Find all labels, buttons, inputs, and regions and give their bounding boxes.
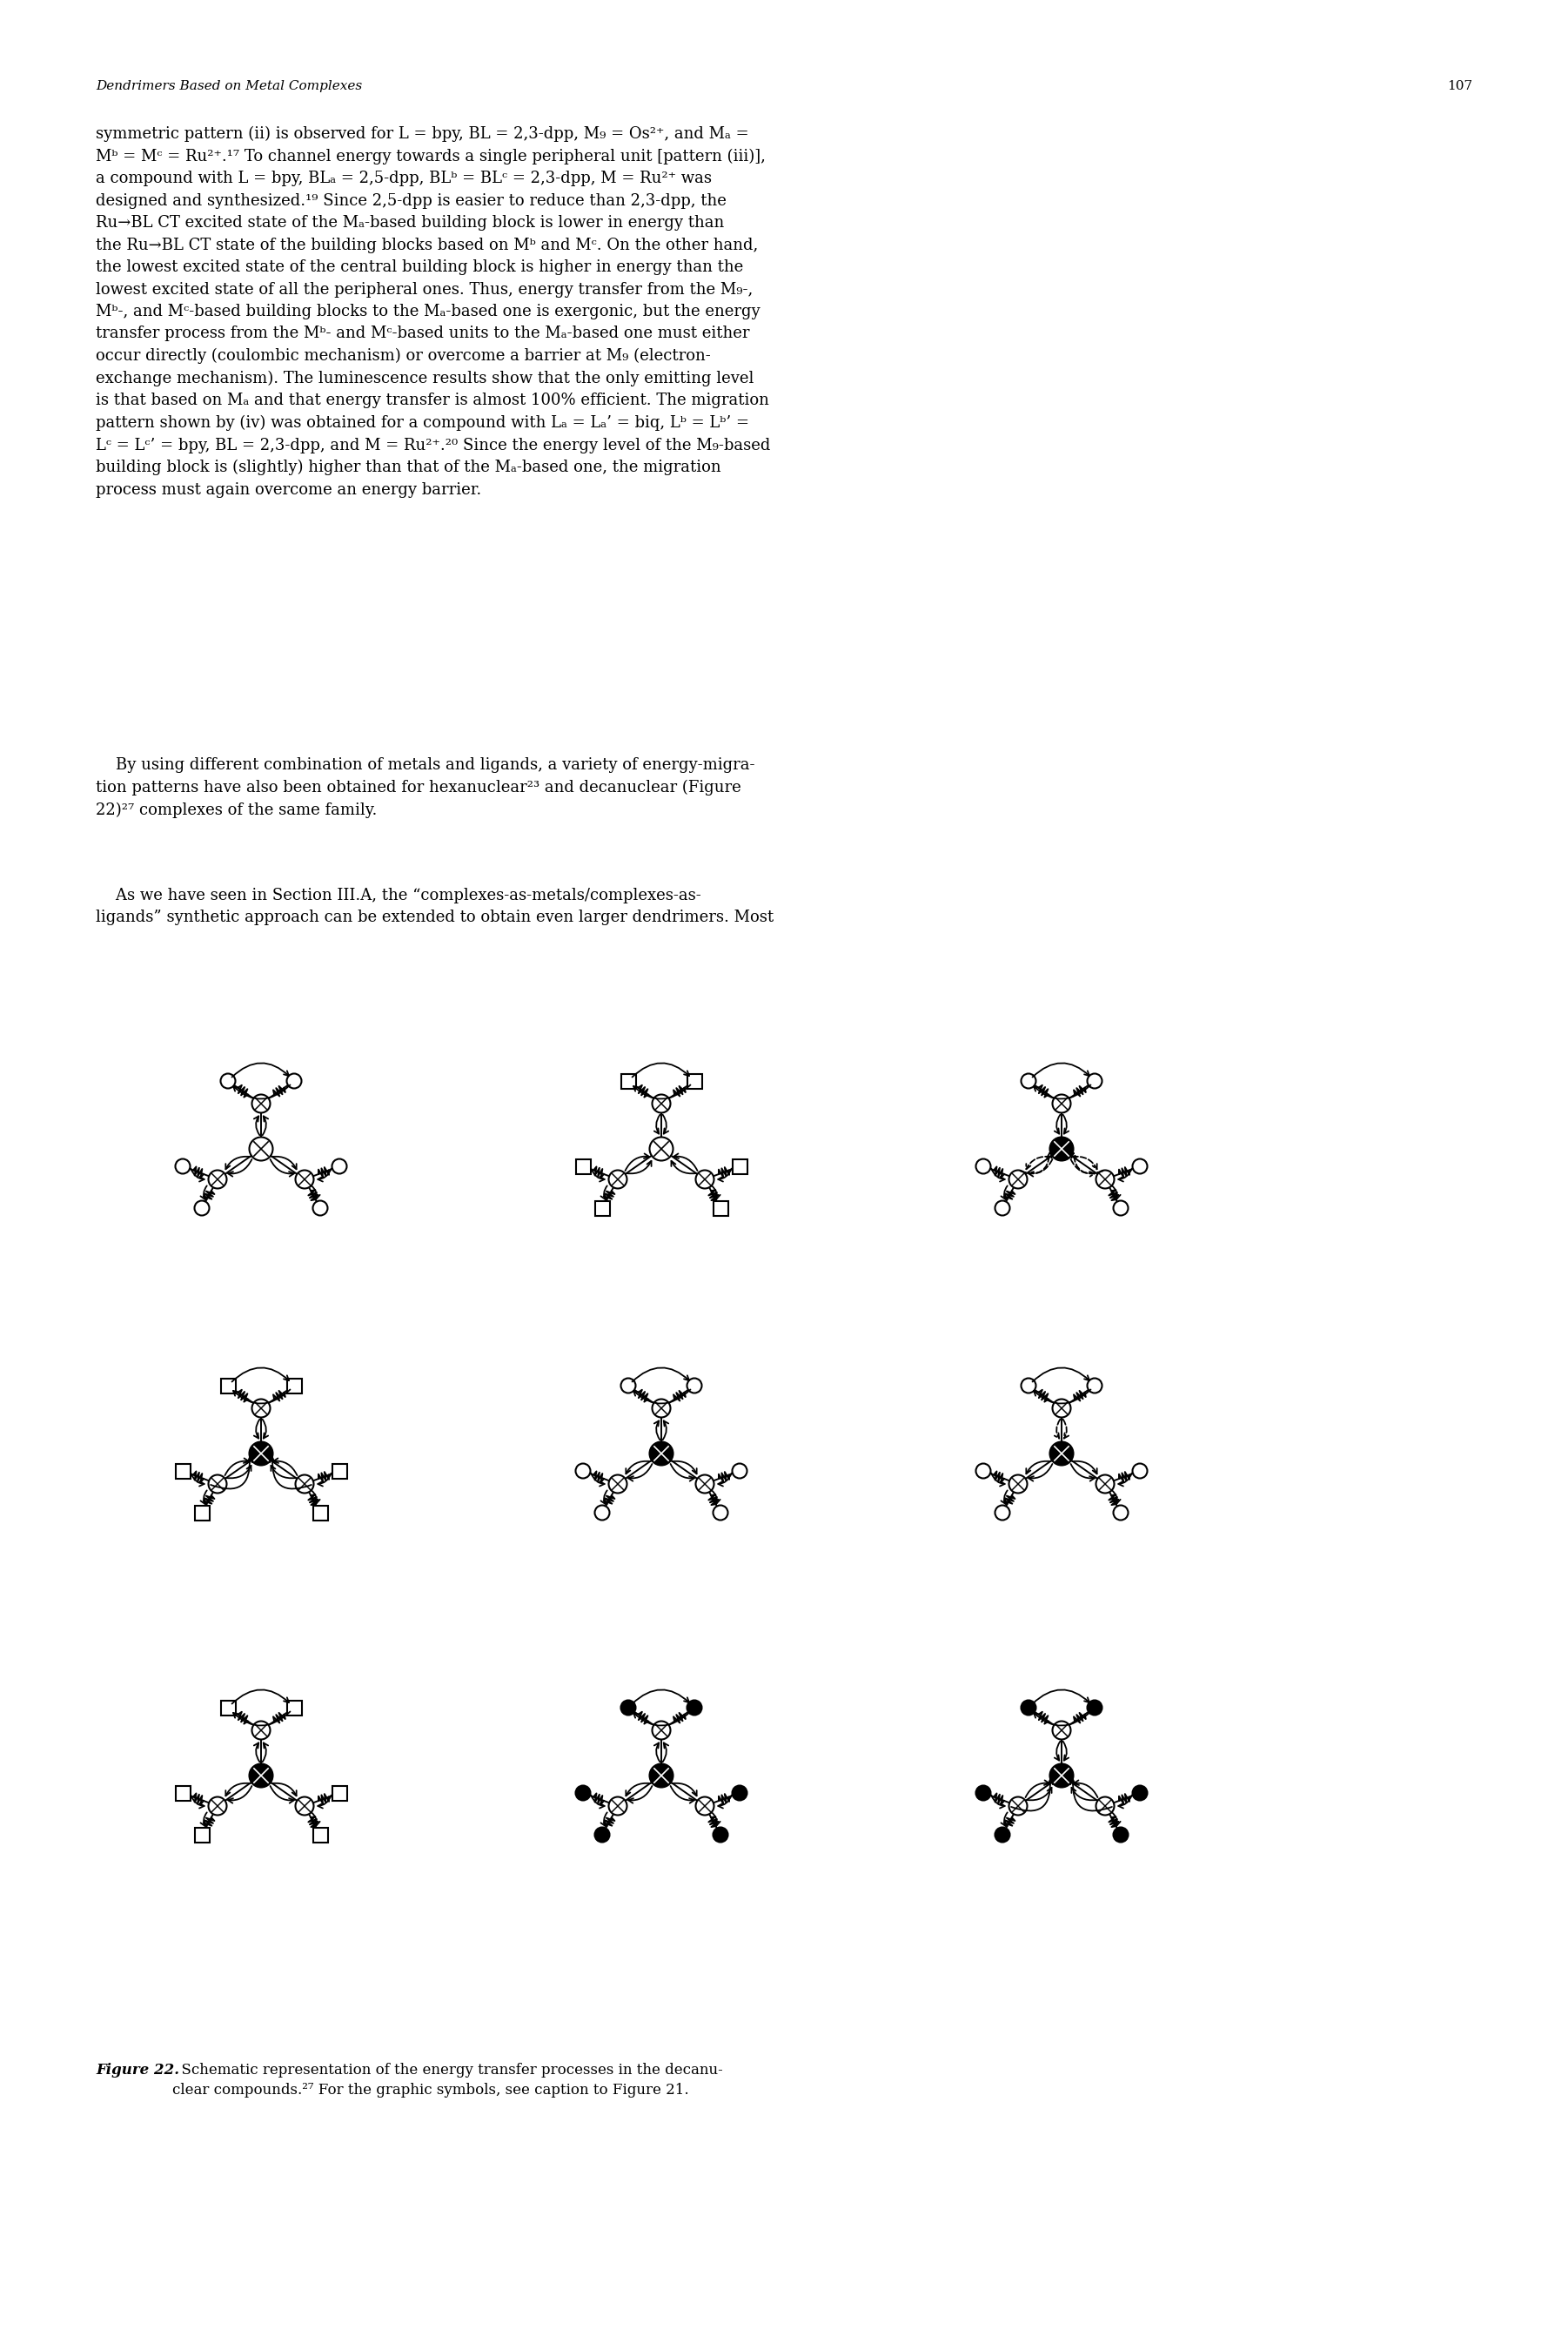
Circle shape <box>1132 1464 1148 1478</box>
Circle shape <box>1051 1443 1074 1466</box>
Circle shape <box>295 1798 314 1814</box>
Circle shape <box>1052 1398 1071 1417</box>
Circle shape <box>652 1720 671 1739</box>
Bar <box>314 1506 328 1520</box>
Circle shape <box>996 1201 1010 1215</box>
Circle shape <box>221 1074 235 1088</box>
Circle shape <box>1113 1828 1127 1842</box>
Circle shape <box>209 1170 227 1189</box>
Circle shape <box>975 1786 991 1800</box>
Circle shape <box>621 1701 635 1716</box>
Bar <box>194 1828 209 1842</box>
Circle shape <box>975 1159 991 1173</box>
Bar <box>287 1377 301 1394</box>
Circle shape <box>687 1377 702 1394</box>
Circle shape <box>608 1798 627 1814</box>
Circle shape <box>649 1765 673 1788</box>
Circle shape <box>252 1095 270 1114</box>
Circle shape <box>732 1464 746 1478</box>
Circle shape <box>608 1170 627 1189</box>
Circle shape <box>1096 1170 1115 1189</box>
Circle shape <box>249 1443 273 1466</box>
Circle shape <box>249 1765 273 1788</box>
Circle shape <box>713 1506 728 1520</box>
Circle shape <box>652 1398 671 1417</box>
Text: Dendrimers Based on Metal Complexes: Dendrimers Based on Metal Complexes <box>96 80 362 92</box>
Bar <box>287 1701 301 1716</box>
Bar <box>176 1464 190 1478</box>
Circle shape <box>1052 1095 1071 1114</box>
Circle shape <box>652 1095 671 1114</box>
Circle shape <box>996 1506 1010 1520</box>
Circle shape <box>649 1443 673 1466</box>
Circle shape <box>252 1398 270 1417</box>
Circle shape <box>1021 1701 1036 1716</box>
Circle shape <box>575 1464 591 1478</box>
Circle shape <box>594 1506 610 1520</box>
Circle shape <box>696 1798 713 1814</box>
Circle shape <box>287 1074 301 1088</box>
Circle shape <box>1052 1720 1071 1739</box>
Circle shape <box>713 1828 728 1842</box>
Circle shape <box>1021 1074 1036 1088</box>
Circle shape <box>209 1476 227 1492</box>
Circle shape <box>975 1464 991 1478</box>
Circle shape <box>1087 1701 1102 1716</box>
Circle shape <box>1008 1476 1027 1492</box>
Circle shape <box>295 1476 314 1492</box>
Circle shape <box>575 1786 591 1800</box>
Circle shape <box>1132 1159 1148 1173</box>
Circle shape <box>696 1476 713 1492</box>
Bar <box>332 1786 347 1800</box>
Bar <box>713 1201 728 1215</box>
Bar <box>221 1701 235 1716</box>
Text: Figure 22.: Figure 22. <box>96 2063 179 2077</box>
Circle shape <box>696 1170 713 1189</box>
Bar <box>594 1201 610 1215</box>
Circle shape <box>1113 1506 1127 1520</box>
Circle shape <box>687 1701 702 1716</box>
Circle shape <box>1113 1201 1127 1215</box>
Bar <box>687 1074 702 1088</box>
Bar <box>194 1506 209 1520</box>
Bar <box>221 1377 235 1394</box>
Circle shape <box>732 1786 746 1800</box>
Circle shape <box>608 1476 627 1492</box>
Text: symmetric pattern (ii) is observed for L = bpy, BL = 2,3-dpp, M₉ = Os²⁺, and Mₐ : symmetric pattern (ii) is observed for L… <box>96 127 770 498</box>
Circle shape <box>252 1720 270 1739</box>
Circle shape <box>1008 1798 1027 1814</box>
Text: As we have seen in Section III.A, the “complexes-as-metals/complexes-as-
ligands: As we have seen in Section III.A, the “c… <box>96 888 773 926</box>
Text: Schematic representation of the energy transfer processes in the decanu-
clear c: Schematic representation of the energy t… <box>172 2063 723 2099</box>
Bar <box>575 1159 591 1173</box>
Bar <box>732 1159 746 1173</box>
Circle shape <box>1008 1170 1027 1189</box>
Circle shape <box>249 1137 273 1161</box>
Circle shape <box>314 1201 328 1215</box>
Circle shape <box>1021 1377 1036 1394</box>
Circle shape <box>1132 1786 1148 1800</box>
Circle shape <box>1096 1798 1115 1814</box>
Bar <box>314 1828 328 1842</box>
Circle shape <box>332 1159 347 1173</box>
Circle shape <box>1051 1137 1074 1161</box>
Circle shape <box>996 1828 1010 1842</box>
Bar <box>621 1074 635 1088</box>
Circle shape <box>1087 1074 1102 1088</box>
Circle shape <box>621 1377 635 1394</box>
Circle shape <box>1087 1377 1102 1394</box>
Bar <box>176 1786 190 1800</box>
Circle shape <box>209 1798 227 1814</box>
Circle shape <box>1096 1476 1115 1492</box>
Circle shape <box>295 1170 314 1189</box>
Circle shape <box>1051 1765 1074 1788</box>
Text: By using different combination of metals and ligands, a variety of energy-migra-: By using different combination of metals… <box>96 757 754 818</box>
Circle shape <box>194 1201 209 1215</box>
Circle shape <box>649 1137 673 1161</box>
Bar <box>332 1464 347 1478</box>
Circle shape <box>594 1828 610 1842</box>
Circle shape <box>176 1159 190 1173</box>
Text: 107: 107 <box>1447 80 1472 92</box>
